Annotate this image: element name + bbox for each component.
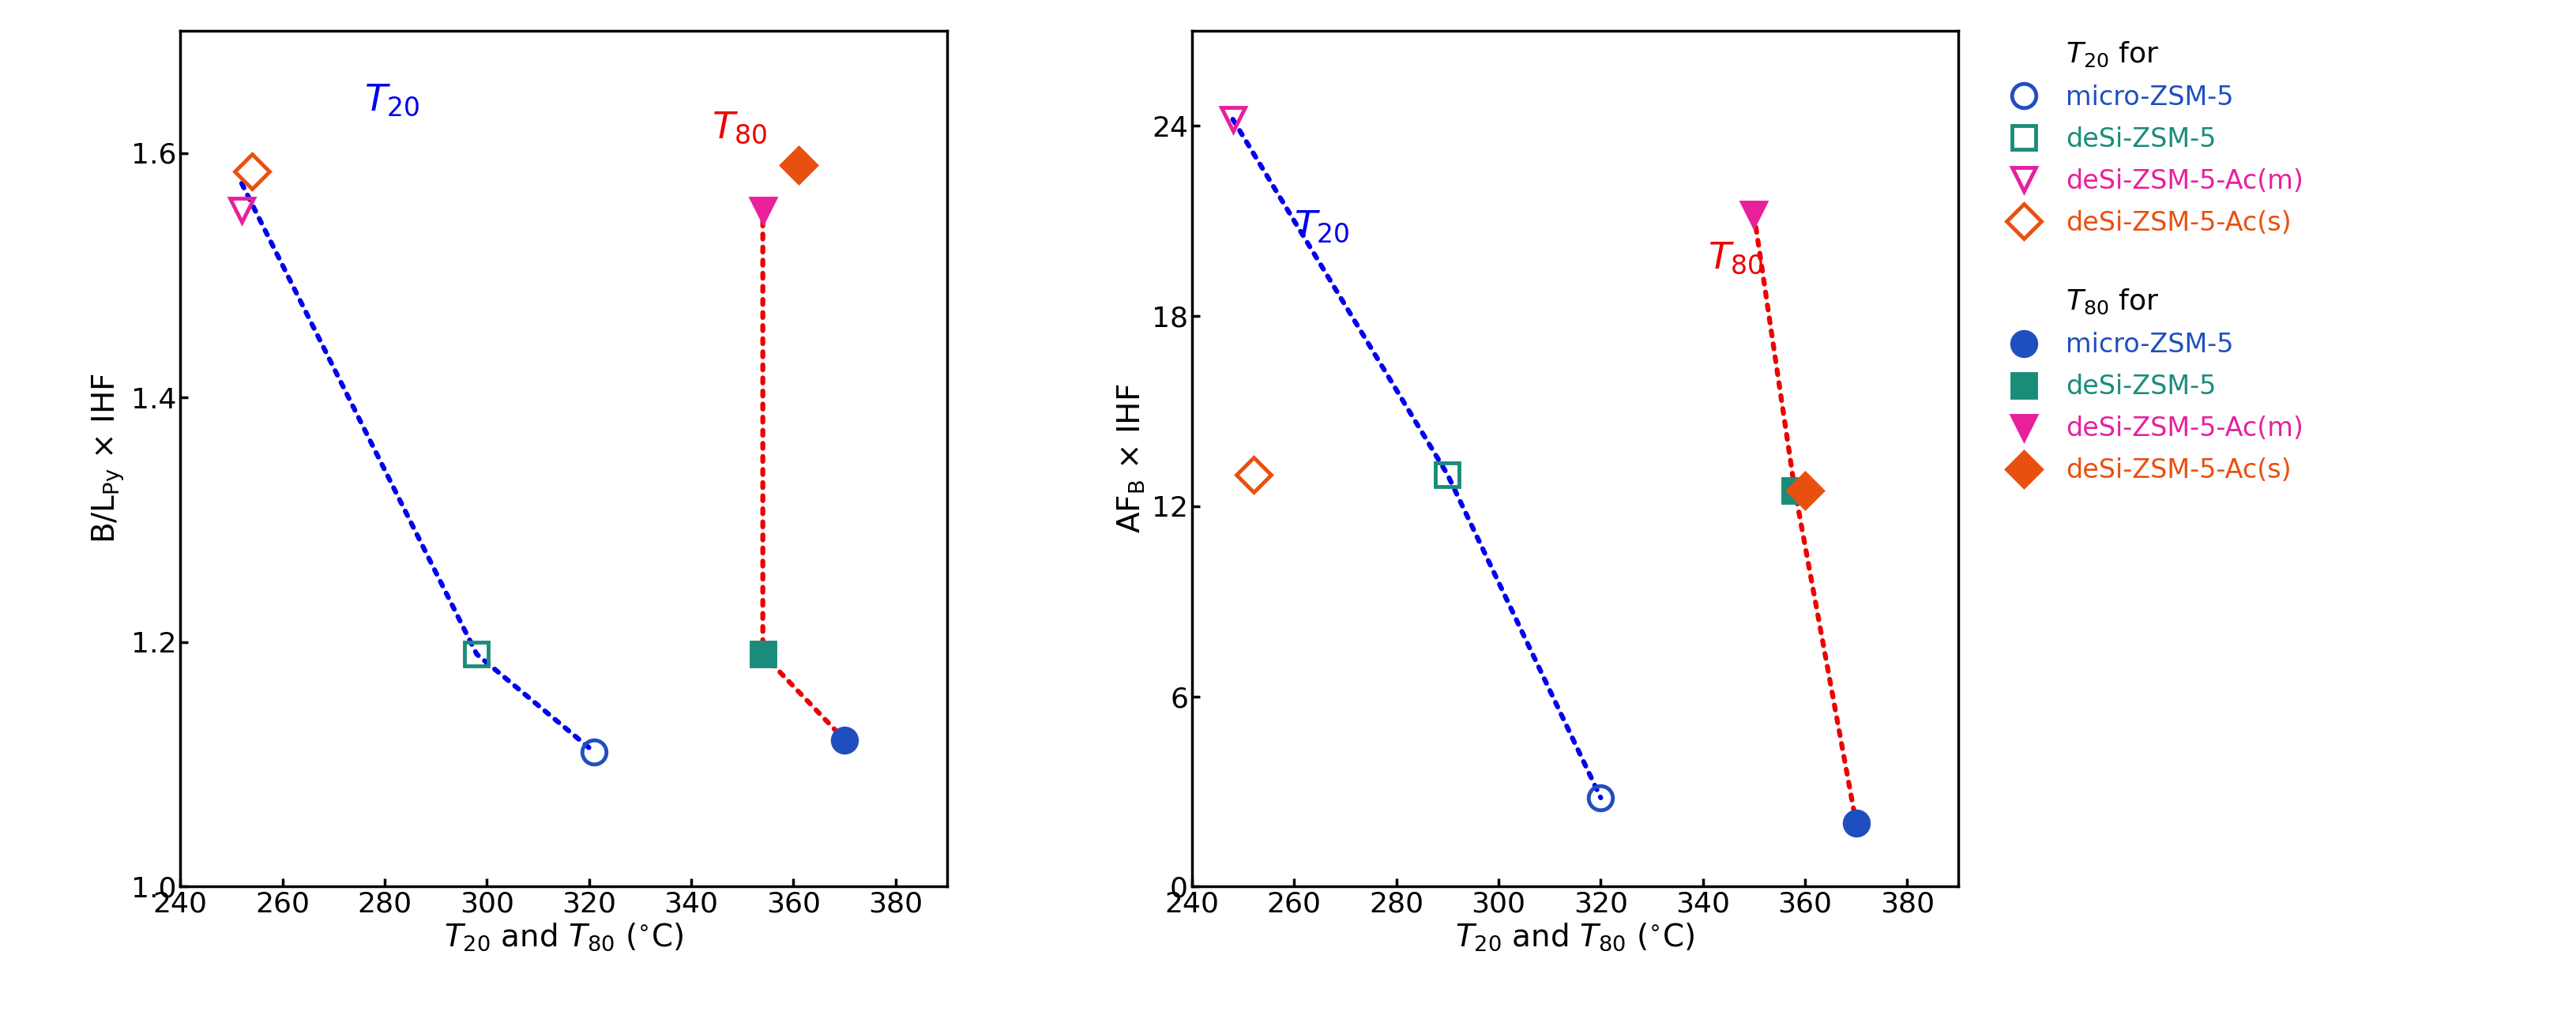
Text: $T_{80}$: $T_{80}$	[711, 110, 768, 146]
Y-axis label: B/L$_{\mathregular{Py}}$ $\times$ IHF: B/L$_{\mathregular{Py}}$ $\times$ IHF	[90, 373, 126, 544]
Text: $T_{20}$: $T_{20}$	[1293, 209, 1350, 245]
Text: $T_{20}$: $T_{20}$	[363, 83, 420, 118]
X-axis label: $T_{20}$ and $T_{80}$ ($^{\circ}$C): $T_{20}$ and $T_{80}$ ($^{\circ}$C)	[443, 921, 683, 953]
Y-axis label: AF$_{\mathregular{B}}$ $\times$ IHF: AF$_{\mathregular{B}}$ $\times$ IHF	[1115, 384, 1146, 533]
X-axis label: $T_{20}$ and $T_{80}$ ($^{\circ}$C): $T_{20}$ and $T_{80}$ ($^{\circ}$C)	[1455, 921, 1695, 953]
Legend: $T_{20}$ for, micro-ZSM-5, deSi-ZSM-5, deSi-ZSM-5-Ac(m), deSi-ZSM-5-Ac(s),  , $T: $T_{20}$ for, micro-ZSM-5, deSi-ZSM-5, d…	[1994, 26, 2316, 497]
Text: $T_{80}$: $T_{80}$	[1708, 240, 1765, 276]
